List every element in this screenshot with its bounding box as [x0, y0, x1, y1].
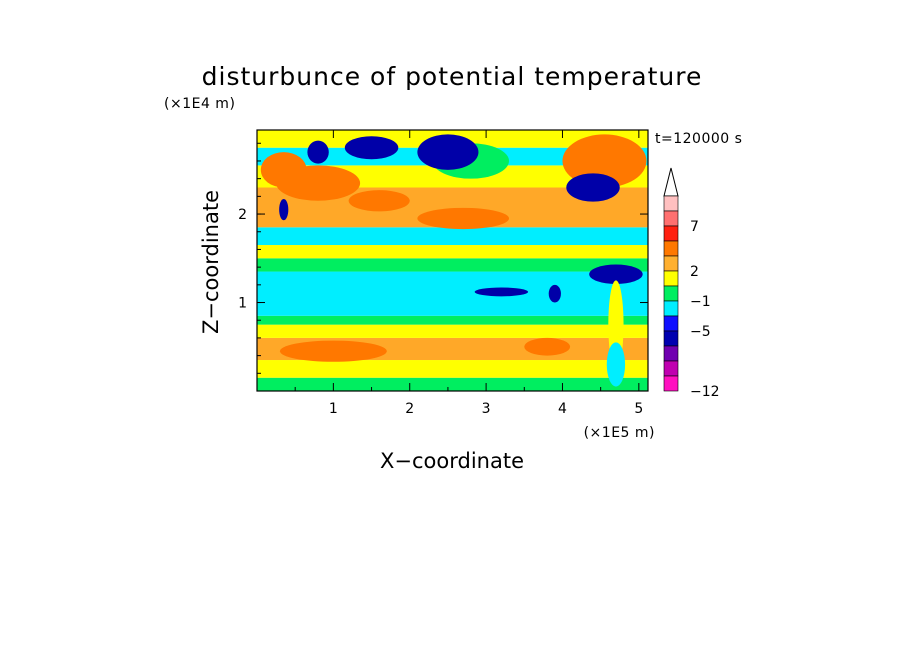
x-axis: 1 2 3 4 5	[294, 130, 643, 417]
contour-feature-16	[279, 340, 387, 362]
colorbar-swatch-12	[663, 375, 679, 392]
x-tick-label-1: 1	[329, 401, 338, 417]
contour-feature-10	[566, 173, 620, 202]
contour-feature-15	[548, 284, 561, 303]
y-tick-label-2: 2	[238, 207, 247, 223]
colorbar-swatch-1	[663, 210, 679, 227]
colorbar-swatch-10	[663, 345, 679, 362]
colorbar-extend-triangle	[663, 167, 679, 197]
colorbar-label-0: 7	[690, 219, 699, 235]
contour-band-4	[257, 315, 648, 325]
contour-band-7	[257, 245, 648, 259]
contour-feature-8	[279, 199, 289, 221]
contour-feature-7	[307, 140, 329, 164]
y-axis: 12	[238, 142, 648, 374]
colorbar-label-3: −5	[690, 324, 711, 340]
contour-band-6	[257, 258, 648, 272]
x-tick-label-2: 2	[405, 401, 414, 417]
colorbar-label-4: −12	[690, 384, 720, 400]
contour-feature-17	[524, 337, 571, 356]
colorbar: 7 2 −1 −5 −12	[663, 167, 720, 400]
chart-title: disturbunce of potential temperature	[202, 62, 703, 91]
contour-feature-9	[562, 134, 647, 188]
colorbar-swatch-0	[663, 195, 679, 212]
contour-feature-14	[474, 287, 529, 297]
colorbar-swatch-7	[663, 300, 679, 317]
contour-feature-2	[417, 207, 510, 230]
contour-band-8	[257, 227, 648, 246]
y-axis-title: Z−coordinate	[199, 190, 223, 334]
colorbar-swatch-2	[663, 225, 679, 242]
contour-feature-6	[344, 136, 399, 160]
contour-band-0	[257, 377, 648, 391]
y-tick-label-1: 1	[238, 296, 247, 312]
colorbar-label-2: −1	[690, 294, 711, 310]
colorbar-swatch-9	[663, 330, 679, 347]
contour-feature-1	[260, 152, 307, 188]
plot-frame	[256, 129, 649, 392]
x-unit-label: (×1E5 m)	[584, 425, 655, 441]
contour-feature-3	[348, 190, 410, 212]
contour-feature-13	[606, 342, 626, 387]
contour-band-1	[257, 360, 648, 378]
contour-field	[257, 130, 648, 391]
time-annotation: t=120000 s	[655, 131, 742, 147]
colorbar-swatch-11	[663, 360, 679, 377]
contour-band-5	[257, 271, 648, 316]
x-tick-label-5: 5	[634, 401, 643, 417]
x-axis-title: X−coordinate	[380, 449, 524, 473]
colorbar-swatch-5	[663, 270, 679, 287]
contour-feature-11	[589, 264, 643, 284]
colorbar-swatch-3	[663, 240, 679, 257]
colorbar-swatch-8	[663, 315, 679, 332]
colorbar-swatch-6	[663, 285, 679, 302]
x-tick-label-4: 4	[558, 401, 567, 417]
y-unit-label: (×1E4 m)	[164, 96, 235, 112]
contour-band-3	[257, 324, 648, 338]
colorbar-label-1: 2	[690, 264, 699, 280]
contour-feature-5	[417, 134, 479, 170]
colorbar-swatch-4	[663, 255, 679, 272]
x-tick-label-3: 3	[482, 401, 491, 417]
